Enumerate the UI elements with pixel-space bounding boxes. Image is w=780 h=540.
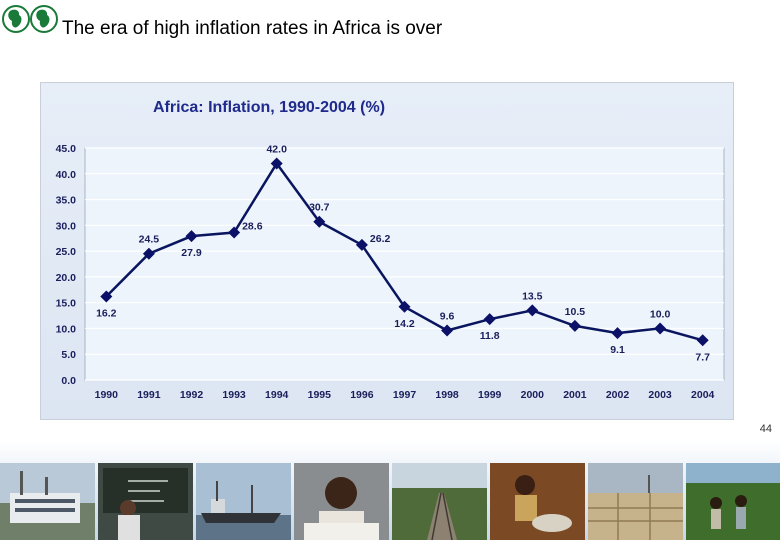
slide-title: The era of high inflation rates in Afric… [62, 18, 443, 39]
data-point [355, 238, 368, 251]
data-point [228, 226, 241, 239]
page-number: 44 [759, 423, 772, 435]
data-label: 30.7 [309, 202, 330, 214]
data-label: 42.0 [266, 143, 287, 155]
data-point [696, 334, 709, 347]
data-point [100, 290, 113, 303]
data-label: 7.7 [695, 351, 710, 363]
data-label: 16.2 [96, 307, 117, 319]
x-tick-label: 1997 [393, 389, 417, 401]
data-label: 10.0 [650, 308, 671, 320]
classroom-blackboard-photo [98, 463, 193, 540]
chart-frame: Africa: Inflation, 1990-2004 (%) 0.0 5.0 10… [40, 82, 734, 420]
y-tick-label: 10.0 [56, 323, 77, 335]
salt-pans-photo [588, 463, 683, 540]
data-point [270, 157, 283, 170]
x-tick-label: 2001 [563, 389, 587, 401]
cargo-ship-photo [196, 463, 291, 540]
x-tick-label: 1993 [222, 389, 246, 401]
y-tick-label: 30.0 [56, 220, 77, 232]
data-point [483, 313, 496, 326]
data-label: 26.2 [370, 233, 391, 245]
data-label: 14.2 [394, 318, 415, 330]
x-tick-label: 2000 [521, 389, 545, 401]
data-label: 24.5 [139, 234, 160, 246]
y-tick-label: 45.0 [56, 143, 77, 155]
data-point [568, 319, 581, 332]
y-tick-label: 20.0 [56, 272, 77, 284]
data-point [185, 230, 198, 243]
data-label: 11.8 [480, 330, 500, 342]
data-label: 13.5 [522, 290, 543, 302]
y-tick-label: 5.0 [61, 349, 76, 361]
y-tick-label: 25.0 [56, 246, 77, 258]
y-tick-label: 15.0 [56, 298, 77, 310]
data-point [313, 215, 326, 228]
data-label: 9.1 [610, 344, 625, 356]
data-label: 10.5 [565, 306, 586, 318]
y-tick-label: 40.0 [56, 169, 77, 181]
plot-area [84, 147, 725, 381]
data-label: 9.6 [440, 311, 455, 323]
woman-cooking-photo [490, 463, 585, 540]
chart-title: Africa: Inflation, 1990-2004 (%) [153, 99, 385, 116]
data-point [611, 327, 624, 340]
x-tick-label: 2004 [691, 389, 715, 401]
building-photo [0, 463, 95, 540]
y-tick-label: 0.0 [61, 375, 76, 387]
data-point [526, 304, 539, 317]
farmers-field-photo [686, 463, 780, 540]
x-tick-label: 1991 [137, 389, 161, 401]
inflation-line-chart: Africa: Inflation, 1990-2004 (%) 0.0 5.0 10… [56, 99, 725, 401]
x-tick-label: 1999 [478, 389, 502, 401]
data-point [398, 300, 411, 313]
x-tick-label: 2002 [606, 389, 630, 401]
x-tick-label: 1998 [435, 389, 459, 401]
data-label: 28.6 [242, 221, 263, 233]
data-point [441, 324, 454, 337]
data-point [142, 247, 155, 260]
x-tick-label: 2003 [648, 389, 672, 401]
x-tick-label: 1992 [180, 389, 204, 401]
railway-photo [392, 463, 487, 540]
x-tick-label: 1996 [350, 389, 374, 401]
child-writing-photo [294, 463, 389, 540]
y-tick-label: 35.0 [56, 195, 77, 207]
data-point [654, 322, 667, 335]
x-tick-label: 1995 [308, 389, 332, 401]
x-tick-label: 1994 [265, 389, 289, 401]
african-development-bank-logo [2, 2, 60, 36]
data-label: 27.9 [181, 247, 202, 259]
x-tick-label: 1990 [95, 389, 119, 401]
